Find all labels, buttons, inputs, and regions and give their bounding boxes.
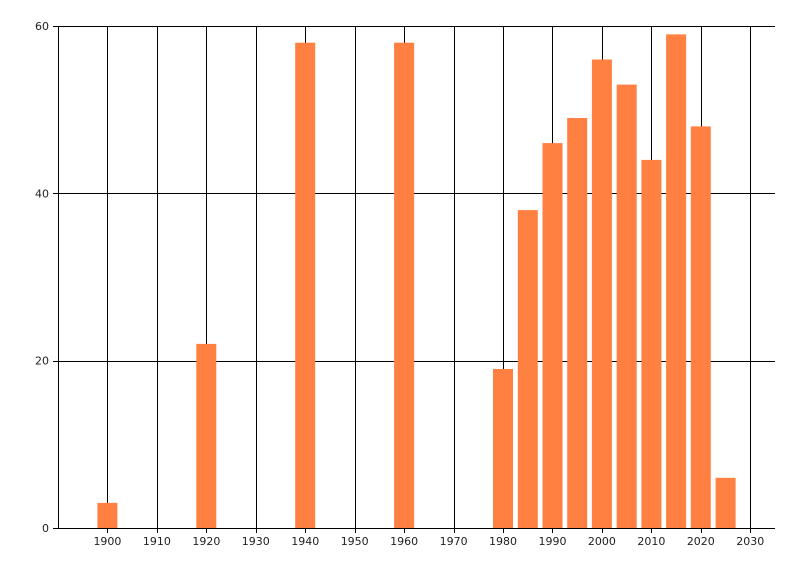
x-tick-label-1990: 1990 [538, 535, 566, 548]
bar-1940 [295, 42, 316, 528]
y-tick-label-20: 20 [35, 355, 49, 368]
x-tick-label-1920: 1920 [192, 535, 220, 548]
y-tick-label-60: 60 [35, 20, 49, 33]
x-tick-labels: 1900 1910 1920 1930 1940 1950 1960 1970 1980 1990… [93, 535, 764, 548]
y-tick-label-40: 40 [35, 187, 49, 200]
x-tick-label-1950: 1950 [341, 535, 369, 548]
bar-1985 [517, 210, 538, 528]
bar-2015 [666, 34, 687, 529]
bar-1990 [542, 143, 563, 528]
x-tick-label-1940: 1940 [291, 535, 319, 548]
bar-2005 [616, 84, 637, 528]
x-tick-label-1900: 1900 [93, 535, 121, 548]
bar-1960 [394, 42, 415, 528]
x-tick-label-1980: 1980 [489, 535, 517, 548]
bar-1920 [196, 343, 217, 528]
x-tick-label-2010: 2010 [637, 535, 665, 548]
bar-2025 [715, 477, 736, 528]
bar-1980 [493, 369, 513, 528]
x-tick-label-2020: 2020 [687, 535, 715, 548]
bar-2020 [690, 126, 711, 529]
x-tick-label-1970: 1970 [440, 535, 468, 548]
y-tick-label-0: 0 [42, 522, 49, 535]
y-tick-labels: 0 20 40 60 [35, 20, 49, 535]
bar-2010 [641, 159, 662, 528]
x-tick-label-1910: 1910 [143, 535, 171, 548]
axes [58, 26, 775, 529]
x-tick-label-2000: 2000 [588, 535, 616, 548]
x-tick-label-1960: 1960 [390, 535, 418, 548]
bar-2000 [591, 59, 612, 528]
x-tick-label-2030: 2030 [736, 535, 764, 548]
x-tick-label-1930: 1930 [242, 535, 270, 548]
bar-1900 [97, 502, 118, 528]
bars [97, 34, 736, 529]
bar-1995 [567, 118, 588, 528]
